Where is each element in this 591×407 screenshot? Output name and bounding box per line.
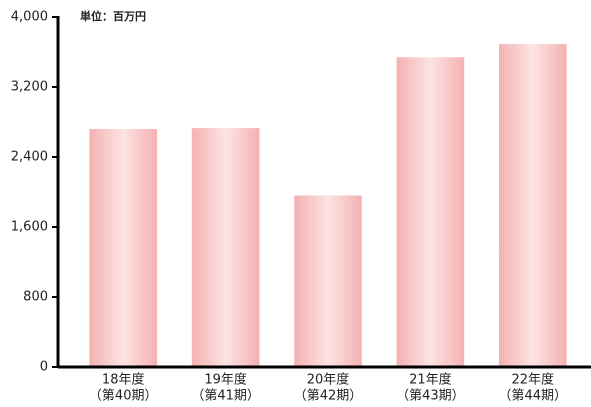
unit-label: 単位：百万円 <box>80 9 146 23</box>
x-tick-label: 21年度 <box>409 372 452 388</box>
bar <box>191 128 260 367</box>
bar <box>396 57 465 367</box>
y-tick-label: 1,600 <box>11 220 48 235</box>
y-tick-label: 0 <box>40 360 48 375</box>
bar <box>499 44 567 367</box>
bar <box>294 195 362 367</box>
y-tick-label: 800 <box>23 290 48 305</box>
y-tick-label: 3,200 <box>11 80 48 95</box>
bar <box>89 129 157 367</box>
x-tick-sublabel: （第43期） <box>396 389 465 404</box>
x-tick-label: 19年度 <box>204 372 247 388</box>
x-tick-sublabel: （第42期） <box>294 389 363 404</box>
y-tick-label: 4,000 <box>11 10 48 25</box>
x-tick-label: 18年度 <box>102 372 145 388</box>
x-tick-sublabel: （第40期） <box>89 389 158 404</box>
y-tick-label: 2,400 <box>11 150 48 165</box>
x-tick-label: 20年度 <box>307 372 350 388</box>
x-tick-sublabel: （第44期） <box>499 389 568 404</box>
x-tick-sublabel: （第41期） <box>191 389 260 404</box>
x-tick-label: 22年度 <box>512 372 555 388</box>
